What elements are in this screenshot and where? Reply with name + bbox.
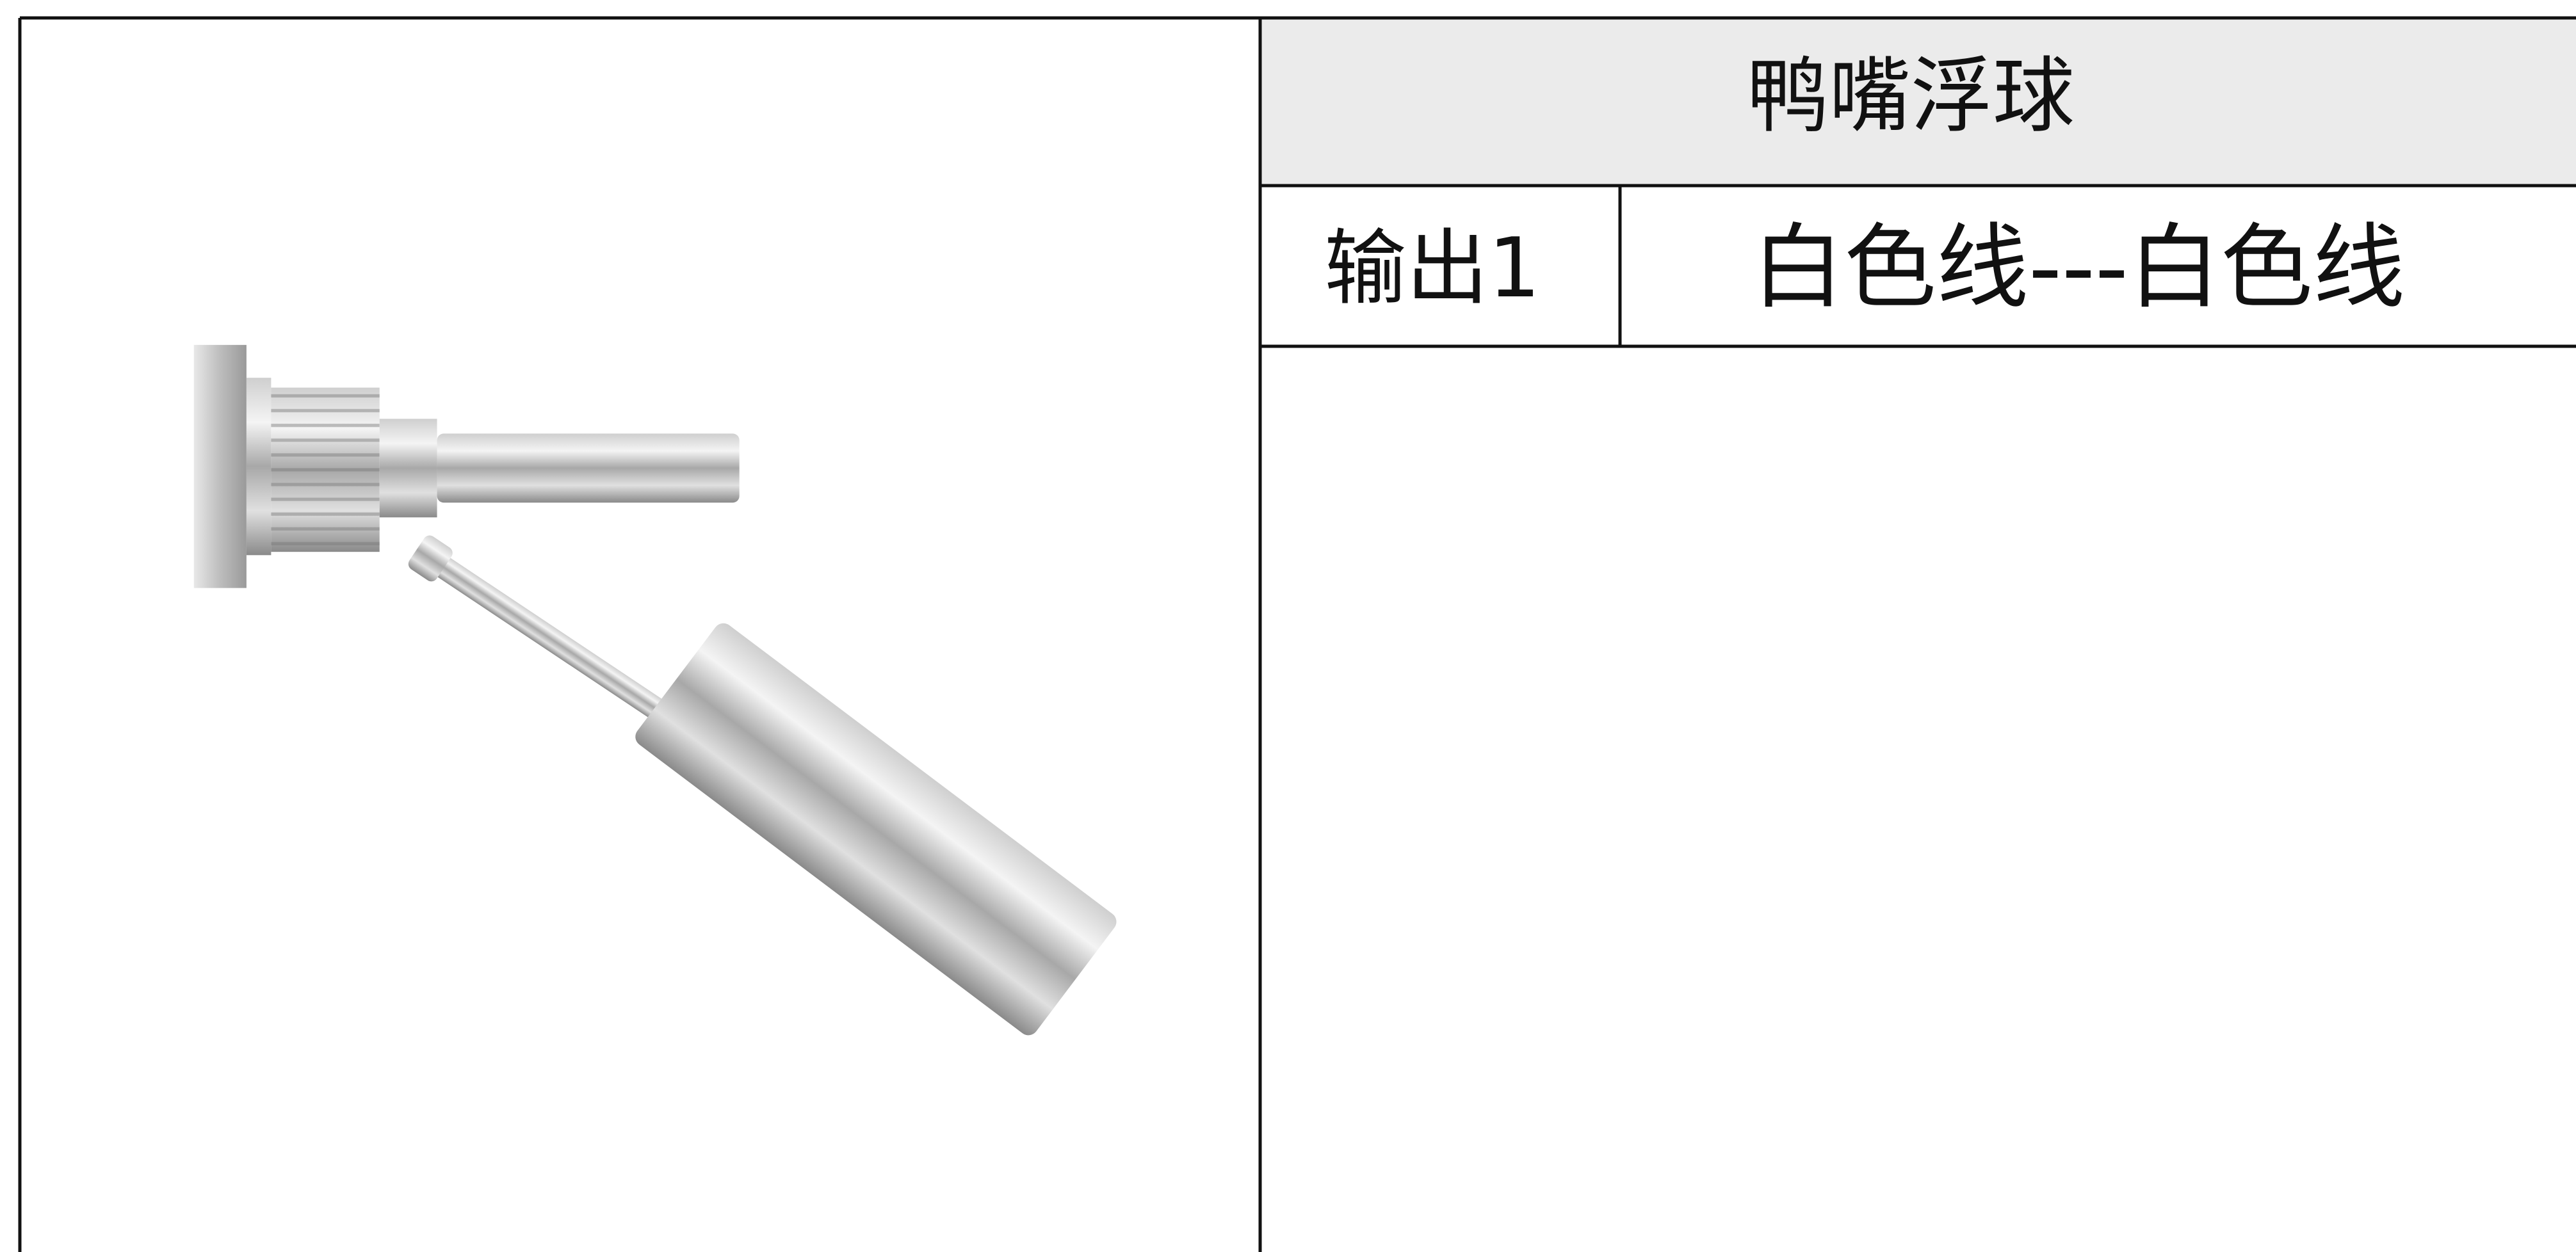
- header-bg: [1260, 18, 2576, 186]
- row-label: 输出1: [1324, 221, 1540, 316]
- float-switch-image: [193, 344, 1117, 1036]
- row-value: 白色线---白色线: [1752, 214, 2405, 321]
- table-lines: [18, 16, 2576, 1252]
- table-title: 鸭嘴浮球: [1747, 49, 2075, 144]
